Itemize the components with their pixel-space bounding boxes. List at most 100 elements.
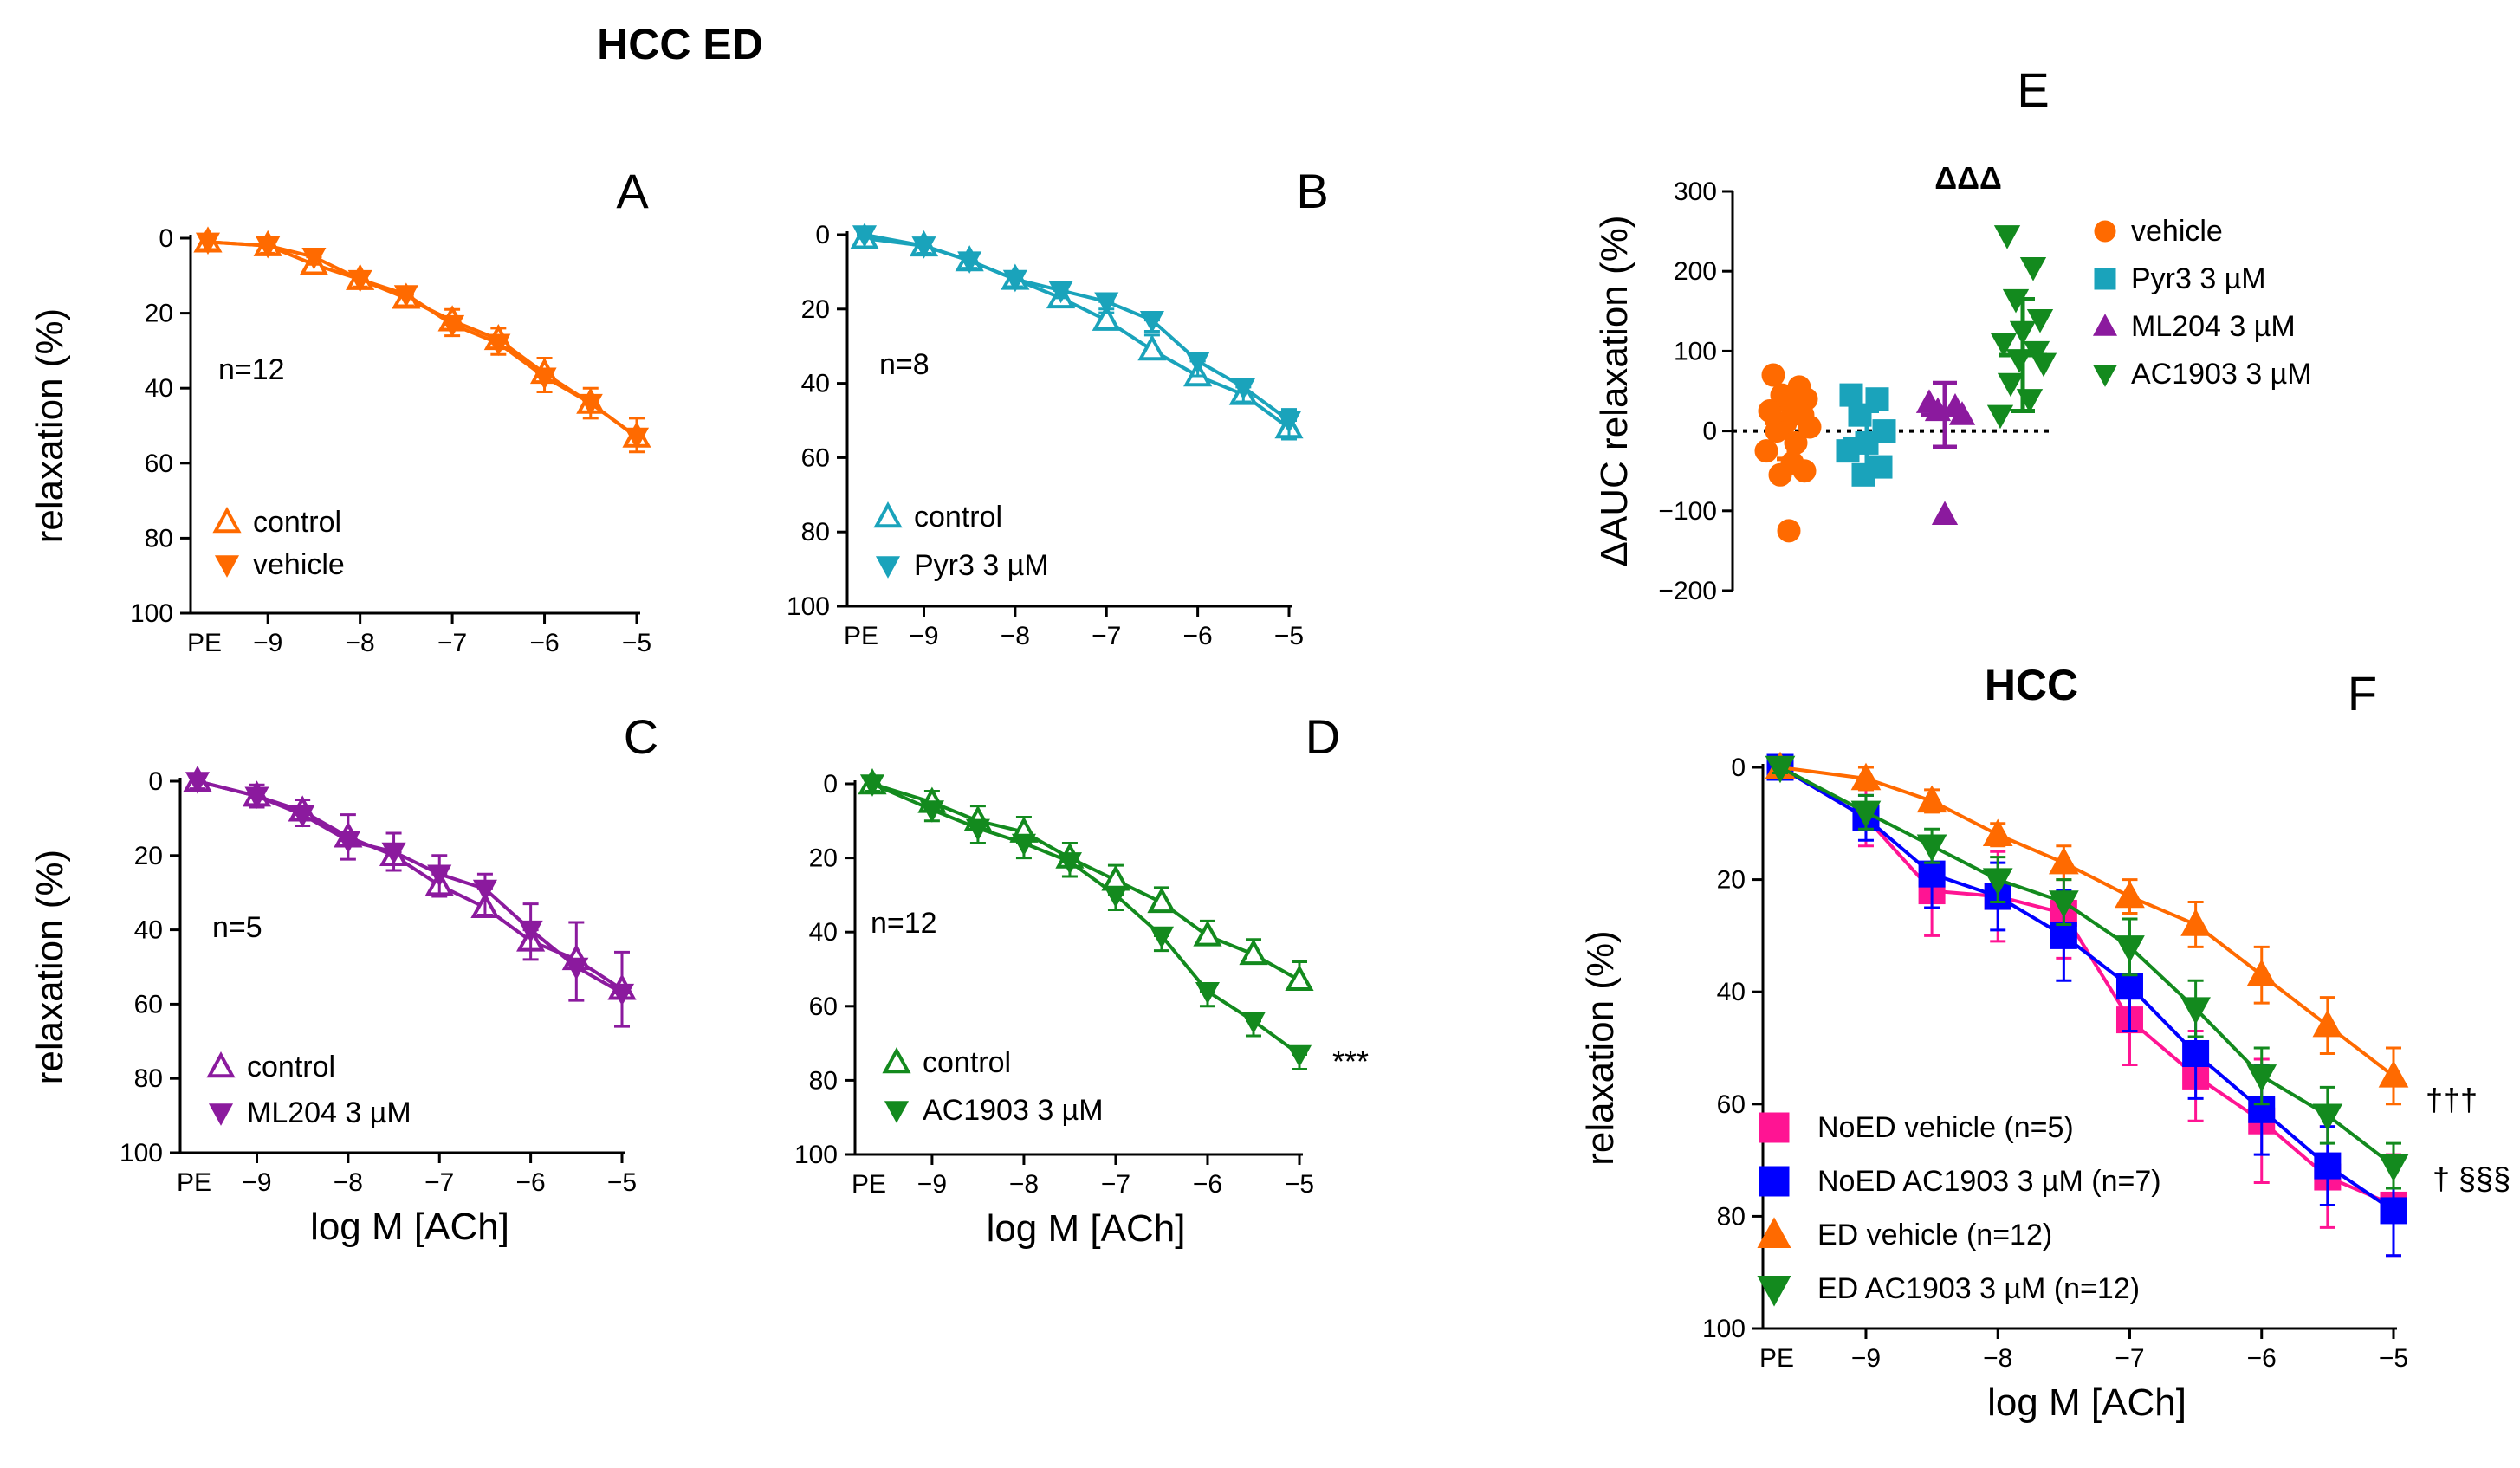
data-point — [2026, 308, 2054, 333]
data-point — [609, 983, 635, 1006]
x-tick-label: PE — [1759, 1344, 1794, 1373]
y-tick-label: 60 — [145, 449, 173, 478]
y-tick-label: 100 — [794, 1141, 838, 1169]
data-point — [1839, 383, 1863, 407]
y-tick-label: 100 — [787, 592, 830, 621]
group-4 — [1986, 225, 2057, 430]
data-point — [2023, 340, 2050, 365]
x-tick-label: −6 — [516, 1168, 546, 1197]
data-point — [244, 786, 269, 809]
y-tick-label: 60 — [809, 993, 838, 1021]
series-line — [1779, 766, 2395, 1167]
y-axis-label: relaxation (%) — [29, 850, 71, 1084]
data-point — [1836, 439, 1860, 463]
legend-marker — [2092, 314, 2118, 336]
data-point — [185, 772, 211, 794]
legend-marker — [1759, 1166, 1790, 1197]
panel-label: A — [616, 164, 649, 218]
data-point — [2378, 1060, 2409, 1088]
panel-f: 0 20 40 60 80 100 PE −9 −8 −7 −6 −5 NoED vehicle (n=… — [1579, 661, 2510, 1424]
data-point — [1765, 419, 1789, 443]
x-tick-label: −7 — [1101, 1170, 1130, 1199]
significance-label: ΔΔΔ — [1934, 160, 2002, 196]
y-tick-label: 0 — [1702, 417, 1717, 446]
data-point — [2009, 320, 2037, 346]
data-point — [578, 393, 603, 417]
data-point — [1850, 800, 1882, 829]
x-tick-label: −8 — [1001, 622, 1030, 650]
data-point — [1239, 938, 1268, 966]
series-line — [871, 782, 1300, 982]
hcc-title: HCC — [1985, 661, 2078, 709]
legend-marker — [875, 556, 901, 579]
data-point — [1990, 333, 2018, 358]
x-tick-label: −8 — [346, 629, 375, 657]
y-tick-label: 0 — [1731, 753, 1746, 782]
data-point — [532, 367, 557, 391]
data-point — [1193, 920, 1222, 947]
legend-marker — [2094, 220, 2116, 243]
data-point — [624, 427, 650, 450]
data-point — [2180, 909, 2211, 936]
legend-label: Pyr3 3 µM — [2131, 262, 2266, 295]
series-1 — [850, 223, 1304, 439]
y-tick-label: 20 — [801, 295, 830, 324]
data-point — [919, 800, 944, 823]
hcc-ed-title: HCC ED — [597, 20, 763, 68]
y-tick-label: 80 — [809, 1066, 838, 1095]
panel-label: F — [2348, 666, 2377, 721]
data-point — [2049, 890, 2079, 918]
data-point — [1918, 860, 1946, 888]
x-axis-label: log M [ACh] — [310, 1206, 509, 1248]
data-point — [1094, 292, 1119, 315]
series-line — [864, 233, 1291, 423]
data-point — [1850, 762, 1882, 791]
n-label: n=8 — [879, 348, 930, 381]
data-point — [1798, 415, 1822, 439]
y-tick-label: 40 — [1717, 978, 1746, 1006]
x-tick-label: PE — [177, 1168, 211, 1197]
data-point — [1231, 378, 1256, 400]
x-tick-label: −6 — [529, 629, 559, 657]
n-label: n=12 — [218, 353, 285, 386]
data-point — [1986, 404, 2014, 430]
data-point — [1851, 462, 1875, 487]
data-point — [1784, 430, 1808, 455]
y-tick-label: 80 — [134, 1064, 163, 1093]
data-point — [1997, 372, 2024, 398]
data-point — [2030, 352, 2057, 378]
y-tick-label: 100 — [1674, 337, 1717, 365]
data-point — [1147, 887, 1176, 914]
data-point — [1768, 462, 1792, 487]
data-point — [290, 805, 315, 828]
y-tick-label: 40 — [801, 370, 830, 398]
legend-label: ML204 3 µM — [247, 1096, 411, 1129]
y-tick-label: 200 — [1674, 257, 1717, 286]
series-4 — [1765, 755, 2409, 1190]
x-tick-label: −9 — [253, 629, 282, 657]
data-point — [2312, 1009, 2343, 1038]
data-point — [1848, 403, 1872, 427]
data-point — [347, 269, 372, 293]
data-point — [2378, 1154, 2409, 1182]
series-line — [207, 240, 638, 439]
data-point — [1092, 304, 1121, 331]
data-point — [486, 333, 511, 357]
x-tick-label: −9 — [917, 1170, 947, 1199]
data-point — [1982, 818, 2013, 847]
data-point — [2115, 880, 2145, 909]
data-point — [1792, 459, 1817, 483]
series-2 — [195, 232, 650, 454]
legend-label: ED AC1903 3 µM (n=12) — [1817, 1272, 2140, 1305]
legend-marker — [873, 501, 903, 528]
x-tick-label: PE — [852, 1170, 886, 1199]
legend-label: vehicle — [2131, 215, 2223, 248]
group-1 — [1754, 363, 1822, 543]
legend-marker — [1759, 1112, 1790, 1143]
y-tick-label: 20 — [809, 844, 838, 873]
x-tick-label: −8 — [334, 1168, 363, 1197]
legend-marker — [884, 1101, 910, 1123]
y-tick-label: 40 — [145, 374, 173, 403]
y-tick-label: 100 — [1702, 1315, 1746, 1343]
